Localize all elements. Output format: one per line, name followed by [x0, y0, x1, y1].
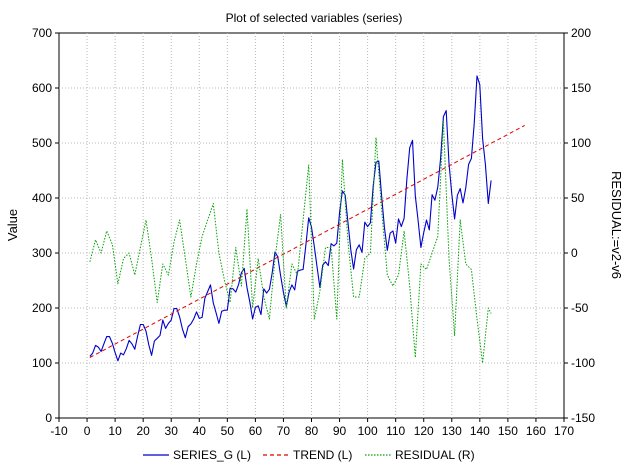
- x-tick-label: 110: [386, 424, 405, 438]
- y-tick-label: 0: [45, 411, 52, 425]
- y-axis-left: 0 100 200 300 400 500 600 700: [32, 26, 59, 425]
- x-tick-label: 140: [470, 424, 490, 438]
- x-tick-label: 150: [498, 424, 518, 438]
- y-tick-label: 600: [32, 81, 52, 95]
- x-tick-label: 120: [414, 424, 434, 438]
- legend-label-0: SERIES_G (L): [173, 448, 251, 462]
- y2-tick-label: 50: [571, 191, 585, 205]
- y-tick-label: 200: [32, 301, 52, 315]
- x-tick-label: 60: [249, 424, 263, 438]
- x-tick-label: 30: [165, 424, 179, 438]
- y2-tick-label: -50: [571, 301, 589, 315]
- y2-tick-label: 200: [571, 26, 591, 40]
- y-tick-label: 500: [32, 136, 52, 150]
- y2-tick-label: 150: [571, 81, 591, 95]
- y2-tick-label: 100: [571, 136, 591, 150]
- x-tick-label: 130: [442, 424, 462, 438]
- x-tick-label: 10: [108, 424, 122, 438]
- x-tick-label: 160: [526, 424, 546, 438]
- x-tick-label: 0: [84, 424, 91, 438]
- chart-title: Plot of selected variables (series): [226, 11, 403, 25]
- series-group: [89, 75, 525, 364]
- y-tick-label: 700: [32, 26, 52, 40]
- legend: SERIES_G (L) TREND (L) RESIDUAL (R): [143, 448, 475, 462]
- y2-tick-label: -150: [571, 411, 595, 425]
- y-axis-label-left: Value: [5, 209, 20, 241]
- x-tick-label: 100: [358, 424, 378, 438]
- y-tick-label: 100: [32, 356, 52, 370]
- y2-tick-label: 0: [571, 246, 578, 260]
- y-tick-label: 400: [32, 191, 52, 205]
- x-tick-label: 80: [305, 424, 319, 438]
- x-axis: -10 0 10 20 30 40 50 60 70 80 90 100 110 120 130 140 150…: [50, 418, 574, 438]
- x-tick-label: -10: [50, 424, 68, 438]
- series-line-0: [89, 75, 492, 362]
- x-tick-label: 70: [277, 424, 291, 438]
- y-tick-label: 300: [32, 246, 52, 260]
- legend-label-1: TREND (L): [293, 448, 352, 462]
- y-axis-label-right: RESIDUAL:=v2-v6: [609, 171, 623, 279]
- series-line-1: [89, 124, 525, 358]
- x-tick-label: 170: [554, 424, 574, 438]
- legend-label-2: RESIDUAL (R): [395, 448, 475, 462]
- x-tick-label: 50: [221, 424, 235, 438]
- x-tick-label: 40: [193, 424, 207, 438]
- series-line-2: [89, 120, 492, 364]
- y2-tick-label: -100: [571, 356, 595, 370]
- y-axis-right: -150 -100 -50 0 50 100 150 200: [564, 26, 595, 425]
- x-tick-label: 20: [136, 424, 150, 438]
- x-tick-label: 90: [333, 424, 347, 438]
